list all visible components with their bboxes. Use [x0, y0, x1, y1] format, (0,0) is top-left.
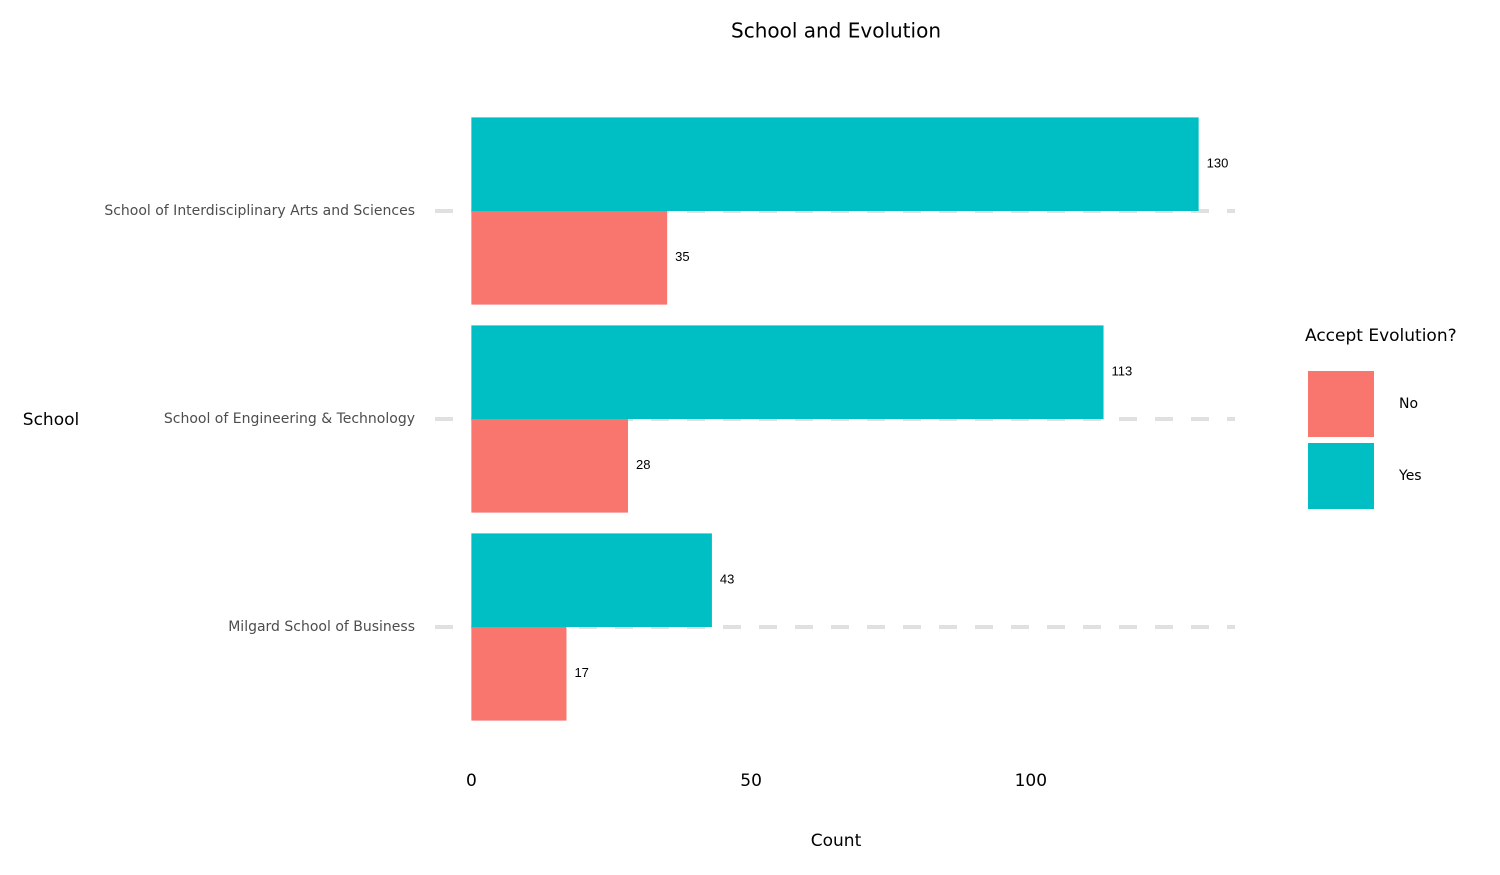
y-axis-title: School — [23, 410, 79, 430]
bar — [471, 627, 567, 721]
y-tick-label: Milgard School of Business — [228, 619, 415, 635]
bar — [471, 325, 1104, 419]
x-tick-label: 100 — [1015, 771, 1047, 791]
bar — [471, 419, 629, 513]
value-label: 28 — [636, 457, 650, 472]
bar — [471, 211, 668, 305]
legend-swatch — [1308, 443, 1374, 509]
legend-label: No — [1399, 396, 1418, 412]
value-label: 130 — [1207, 156, 1229, 171]
x-tick-label: 50 — [740, 771, 762, 791]
x-axis-title: Count — [811, 831, 862, 851]
x-tick-label: 0 — [466, 771, 477, 791]
legend-title: Accept Evolution? — [1305, 326, 1457, 346]
value-label: 113 — [1112, 364, 1133, 379]
legend-label: Yes — [1398, 468, 1422, 484]
y-tick-label: School of Engineering & Technology — [164, 411, 415, 427]
value-label: 43 — [720, 572, 734, 587]
bar — [471, 533, 712, 627]
y-tick-label: School of Interdisciplinary Arts and Sci… — [104, 203, 415, 219]
value-label: 35 — [675, 249, 689, 264]
value-label: 17 — [574, 665, 588, 680]
chart-title: School and Evolution — [731, 19, 941, 43]
legend-swatch — [1308, 371, 1374, 437]
bar — [471, 117, 1199, 211]
